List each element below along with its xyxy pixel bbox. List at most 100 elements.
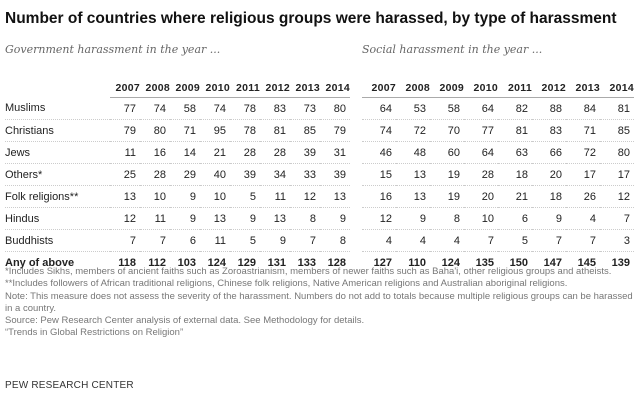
gov-value: 11	[260, 185, 290, 208]
soc-value: 150	[509, 256, 528, 269]
soc-value: 72	[566, 141, 600, 164]
soc-value: 7	[532, 229, 566, 252]
gov-value: 13	[260, 207, 290, 230]
gov-year-header: 2010	[200, 78, 230, 98]
row-label: Hindus	[5, 207, 110, 230]
soc-value: 7	[600, 207, 634, 230]
soc-value: 12	[362, 207, 396, 230]
brand-logo-text: PEW RESEARCH CENTER	[5, 380, 134, 391]
table-row: Muslims 77 74 58 74 78 83 73 80 64 53 58 64 82 88 84 81	[5, 97, 634, 120]
table-row: Christians 79 80 71 95 78 81 85 79 74 72 70 77 81 83 71…	[5, 119, 634, 142]
note: Note: This measure does not assess the s…	[5, 290, 633, 314]
gov-value: 112	[148, 256, 166, 269]
footnote-folk: **Includes followers of African traditio…	[5, 278, 568, 290]
soc-year-header: 2011	[498, 78, 532, 98]
footnote-others: *Includes Sikhs, members of ancient fait…	[5, 266, 612, 277]
soc-value: 124	[441, 256, 460, 269]
soc-value: 110	[408, 256, 426, 269]
soc-year-header: 2009	[430, 78, 464, 98]
gov-value: 9	[170, 185, 200, 208]
gap	[350, 78, 362, 98]
soc-value: 74	[362, 119, 396, 142]
soc-value: 18	[498, 163, 532, 186]
gov-value: 40	[200, 163, 230, 186]
soc-value: 63	[498, 141, 532, 164]
report-title: “Trends in Global Restrictions on Religi…	[5, 327, 184, 339]
gov-value: 77	[110, 97, 140, 120]
gov-value: 39	[320, 163, 350, 186]
gov-value: 13	[110, 185, 140, 208]
soc-value: 13	[396, 163, 430, 186]
year-header-row: 2007 2008 2009 2010 2011 2012 2013 2014 2007 2008…	[5, 78, 634, 98]
soc-value: 19	[430, 185, 464, 208]
source: Source: Pew Research Center analysis of …	[5, 315, 365, 327]
soc-value: 9	[532, 207, 566, 230]
gov-value: 83	[260, 97, 290, 120]
soc-value: 81	[600, 97, 634, 120]
gov-value: 13	[320, 185, 350, 208]
total-row: Any of above 118 112 103 124 129 131 133 128 127 1…	[5, 252, 634, 274]
gov-value: 78	[230, 119, 260, 142]
gov-year-header: 2011	[230, 78, 260, 98]
soc-value: 53	[396, 97, 430, 120]
soc-value: 10	[464, 207, 498, 230]
soc-value: 28	[464, 163, 498, 186]
gap	[350, 208, 362, 230]
soc-value: 7	[464, 229, 498, 252]
soc-value: 17	[566, 163, 600, 186]
soc-value: 147	[543, 256, 562, 269]
gov-value: 5	[230, 185, 260, 208]
gov-value: 29	[170, 163, 200, 186]
gov-value: 25	[110, 163, 140, 186]
soc-value: 4	[566, 207, 600, 230]
soc-year-header: 2012	[532, 78, 566, 98]
soc-value: 4	[430, 229, 464, 252]
soc-value: 127	[373, 256, 392, 269]
row-label: Folk religions**	[5, 185, 110, 208]
table-row: Hindus 12 11 9 13 9 13 8 9 12 9 8 10 6 9 4 7	[5, 207, 634, 230]
footnotes: *Includes Sikhs, members of ancient fait…	[5, 266, 635, 340]
gov-year-header: 2007	[110, 78, 140, 98]
gov-value: 12	[110, 207, 140, 230]
soc-value: 19	[430, 163, 464, 186]
gov-value: 80	[320, 97, 350, 120]
table-row: Folk religions** 13 10 9 10 5 11 12 13 16 13 19 20 21…	[5, 185, 634, 208]
government-subtitle: Government harassment in the year ...	[5, 43, 221, 56]
gov-value: 71	[170, 119, 200, 142]
gov-value: 74	[140, 97, 170, 120]
gov-value: 11	[140, 207, 170, 230]
soc-value: 135	[475, 256, 494, 269]
gov-year-header: 2014	[320, 78, 350, 98]
gov-value: 118	[118, 256, 136, 269]
gov-value: 6	[170, 229, 200, 252]
gov-value: 128	[327, 256, 346, 269]
soc-year-header: 2013	[566, 78, 600, 98]
gov-value: 13	[200, 207, 230, 230]
gap	[350, 98, 362, 120]
gov-value: 28	[140, 163, 170, 186]
gov-value: 85	[290, 119, 320, 142]
row-label: Any of above	[5, 256, 75, 269]
gov-year-header: 2013	[290, 78, 320, 98]
gov-value: 124	[207, 256, 226, 269]
soc-value: 21	[498, 185, 532, 208]
row-label: Others*	[5, 163, 110, 186]
soc-value: 7	[566, 229, 600, 252]
gov-value: 9	[320, 207, 350, 230]
soc-value: 66	[532, 141, 566, 164]
gov-value: 21	[200, 141, 230, 164]
soc-year-header: 2014	[600, 78, 634, 98]
soc-value: 20	[464, 185, 498, 208]
gov-value: 133	[297, 256, 316, 269]
harassment-table: 2007 2008 2009 2010 2011 2012 2013 2014 2007 2008…	[5, 78, 634, 273]
gov-value: 8	[290, 207, 320, 230]
gov-value: 103	[177, 256, 196, 269]
soc-value: 60	[430, 141, 464, 164]
soc-value: 64	[362, 97, 396, 120]
gov-value: 81	[260, 119, 290, 142]
gov-value: 28	[230, 141, 260, 164]
gov-value: 39	[230, 163, 260, 186]
gov-value: 16	[140, 141, 170, 164]
gov-value: 9	[230, 207, 260, 230]
gov-value: 80	[140, 119, 170, 142]
